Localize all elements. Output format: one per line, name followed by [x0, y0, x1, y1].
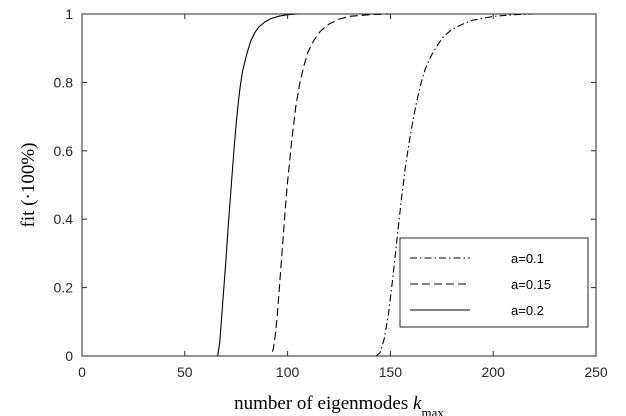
x-axis-label-subscript: max	[421, 405, 444, 416]
plot-frame	[81, 13, 597, 357]
y-tick-label: 0.8	[54, 74, 74, 90]
legend-label: a=0.2	[511, 303, 544, 318]
series-line-2	[143, 13, 596, 357]
x-axis-label-math: k	[413, 393, 422, 414]
legend: a=0.1 a=0.15 a=0.2	[399, 237, 589, 328]
x-tick-label: 250	[584, 364, 608, 380]
series-line-1	[143, 13, 596, 357]
y-tick-label: 0.4	[54, 211, 74, 227]
y-axis-label: fit (·100%)	[18, 143, 39, 228]
x-axis-label: number of eigenmodes kmax	[234, 393, 444, 416]
axis-ticks: 0 50 100 150 200 250 0 0.2 0.4 0.6 0.8 1	[54, 6, 608, 380]
y-tick-label: 0.2	[54, 280, 74, 296]
y-axis-label-dot: ·	[18, 193, 39, 199]
legend-label: a=0.1	[511, 251, 544, 266]
series-line-3	[143, 13, 596, 357]
y-axis-label-suffix: 100%)	[18, 143, 39, 194]
x-tick-label: 100	[276, 364, 300, 380]
legend-label: a=0.15	[511, 277, 551, 292]
y-tick-label: 0	[65, 348, 73, 364]
x-tick-label: 0	[78, 364, 86, 380]
legend-box	[399, 237, 589, 328]
y-tick-label: 1	[65, 6, 73, 22]
y-axis-label-prefix: fit (	[18, 200, 39, 228]
plot-lines	[143, 13, 596, 357]
x-axis-label-text: number of eigenmodes	[234, 393, 413, 414]
x-tick-label: 200	[482, 364, 506, 380]
x-tick-label: 50	[177, 364, 193, 380]
y-tick-label: 0.6	[54, 143, 74, 159]
x-tick-label: 150	[379, 364, 403, 380]
